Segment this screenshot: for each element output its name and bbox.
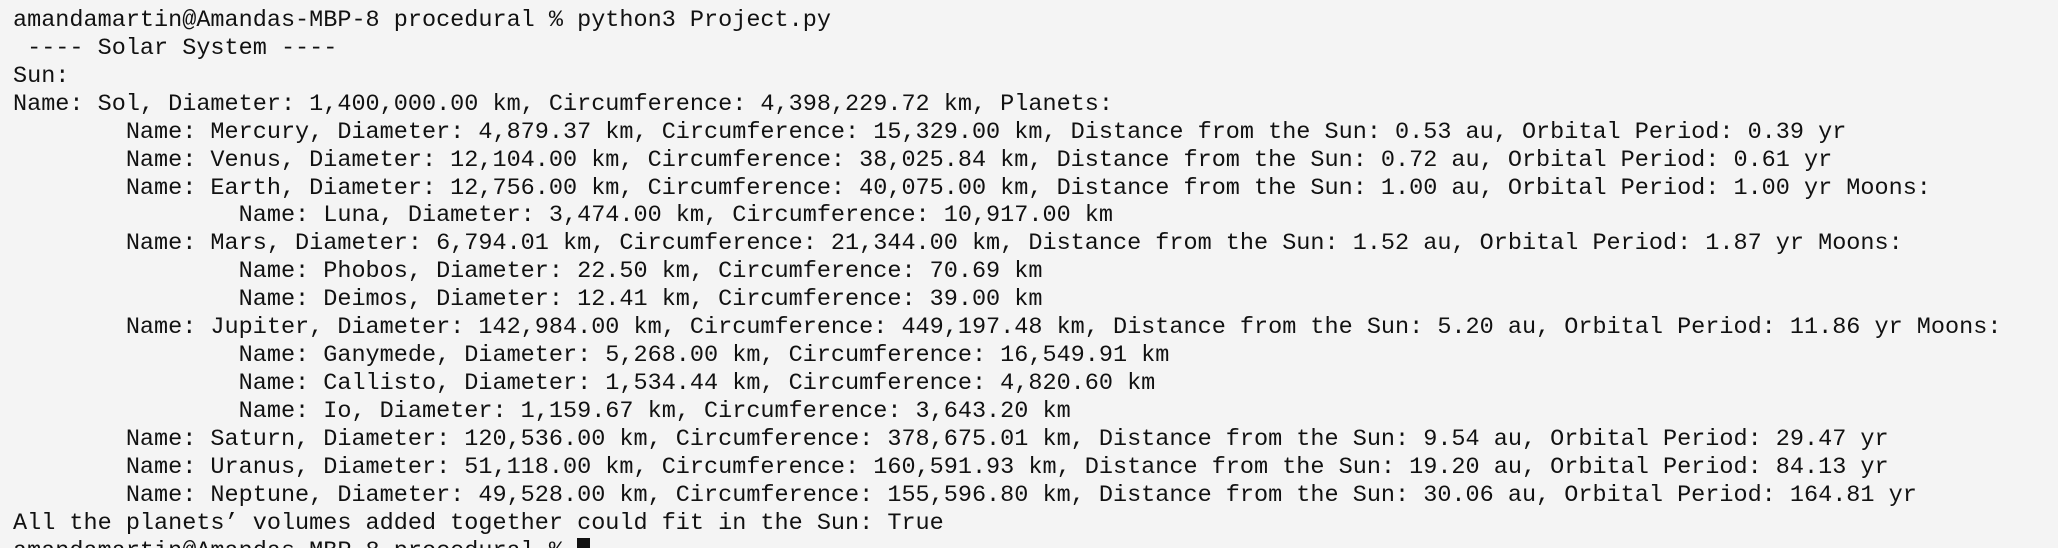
output-line: All the planets’ volumes added together …: [13, 509, 944, 537]
prompt: amandamartin@Amandas-MBP-8 procedural %: [13, 538, 577, 548]
output-line: Name: Luna, Diameter: 3,474.00 km, Circu…: [13, 202, 1113, 230]
prompt-line: amandamartin@Amandas-MBP-8 procedural %: [13, 538, 2053, 548]
output-line: Name: Earth, Diameter: 12,756.00 km, Cir…: [13, 174, 1931, 202]
output-line: amandamartin@Amandas-MBP-8 procedural % …: [13, 7, 831, 34]
output-line: Name: Callisto, Diameter: 1,534.44 km, C…: [13, 369, 1156, 397]
output-line: Name: Mercury, Diameter: 4,879.37 km, Ci…: [13, 118, 1847, 146]
output: amandamartin@Amandas-MBP-8 procedural % …: [13, 7, 2053, 538]
output-line: Name: Uranus, Diameter: 51,118.00 km, Ci…: [13, 453, 1889, 481]
terminal: amandamartin@Amandas-MBP-8 procedural % …: [13, 7, 2053, 548]
output-line: Name: Jupiter, Diameter: 142,984.00 km, …: [13, 314, 2002, 342]
output-line: ---- Solar System ----: [13, 34, 338, 62]
output-line: Name: Deimos, Diameter: 12.41 km, Circum…: [13, 286, 1043, 314]
output-line: Name: Io, Diameter: 1,159.67 km, Circumf…: [13, 397, 1071, 425]
output-line: Name: Saturn, Diameter: 120,536.00 km, C…: [13, 425, 1889, 453]
output-line: Name: Venus, Diameter: 12,104.00 km, Cir…: [13, 146, 1833, 174]
output-line: Name: Mars, Diameter: 6,794.01 km, Circu…: [13, 230, 1903, 258]
cursor: [577, 538, 591, 548]
output-line: Name: Ganymede, Diameter: 5,268.00 km, C…: [13, 342, 1170, 370]
output-line: Sun:: [13, 62, 70, 90]
output-line: Name: Phobos, Diameter: 22.50 km, Circum…: [13, 258, 1043, 286]
output-line: Name: Neptune, Diameter: 49,528.00 km, C…: [13, 481, 1917, 509]
output-line: Name: Sol, Diameter: 1,400,000.00 km, Ci…: [13, 90, 1113, 118]
